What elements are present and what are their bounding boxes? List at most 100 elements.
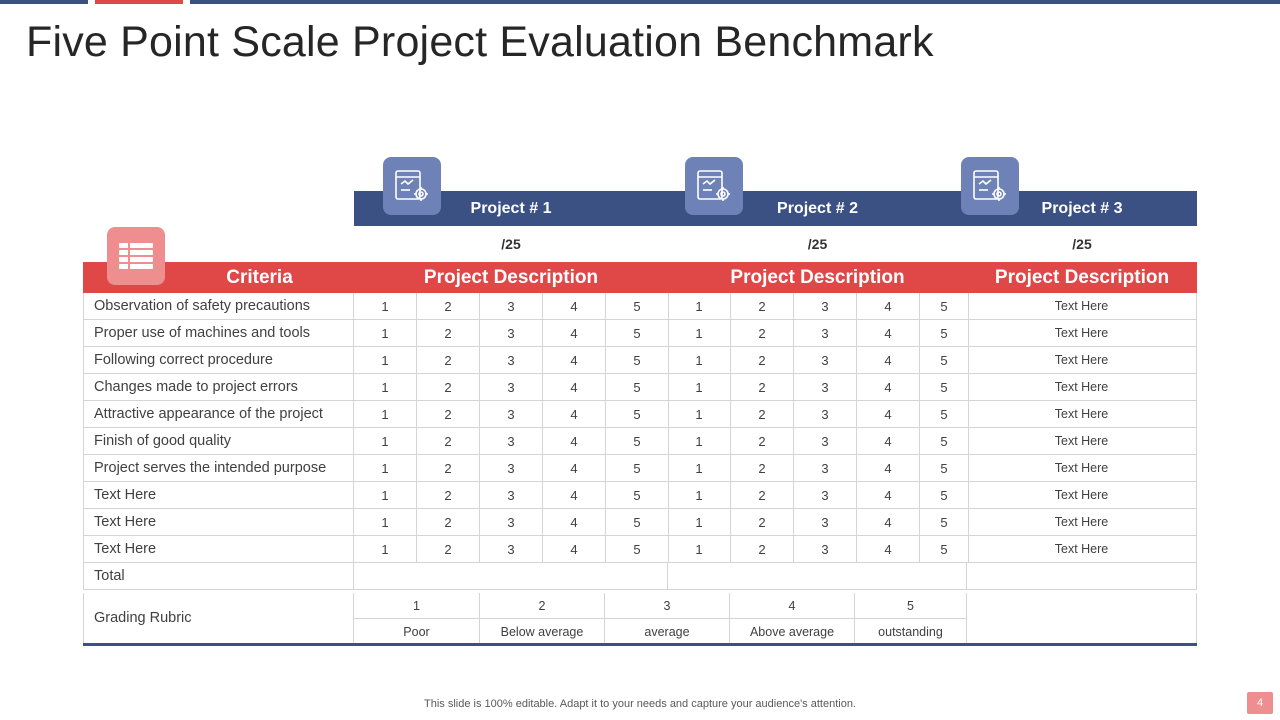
project-2-score-cell: 3: [794, 293, 857, 320]
project-1-score-cell: 4: [543, 320, 606, 347]
project-2-score-cell: 1: [668, 536, 731, 563]
page-number: 4: [1247, 692, 1273, 714]
project-2-score-cell: 4: [857, 374, 920, 401]
project-2-score-cell: 4: [857, 455, 920, 482]
criteria-cell: Text Here: [83, 509, 354, 536]
table-row: Text Here 1 2 3 4 5 1 2 3 4 5 Text Here: [83, 509, 1197, 536]
website-settings-icon: [961, 157, 1019, 215]
criteria-cell: Changes made to project errors: [83, 374, 354, 401]
project-1-score-cell: 4: [543, 401, 606, 428]
criteria-cell: Project serves the intended purpose: [83, 455, 354, 482]
project-1-score-cell: 3: [480, 401, 543, 428]
project-2-score-cell: 3: [794, 536, 857, 563]
table-header-bar: [83, 262, 1197, 293]
table-row: Attractive appearance of the project 1 2 3 4…: [83, 401, 1197, 428]
project-2-score-cell: 4: [857, 428, 920, 455]
project-1-score-cell: 4: [543, 293, 606, 320]
project-3-text-cell: Text Here: [967, 428, 1197, 455]
top-accent-bar-red: [95, 0, 183, 4]
project-1-score-cell: 4: [543, 455, 606, 482]
rubric-score: 1: [354, 593, 480, 619]
total-row: Total: [83, 563, 1197, 590]
project-3-text-cell: Text Here: [967, 320, 1197, 347]
project-3-text-cell: Text Here: [967, 374, 1197, 401]
project-1-score-cell: 5: [606, 401, 669, 428]
project-2-score-cell: 1: [668, 320, 731, 347]
project-2-score-cell: 1: [668, 455, 731, 482]
rubric-label: Above average: [730, 619, 855, 645]
criteria-cell: Proper use of machines and tools: [83, 320, 354, 347]
project-2-score: /25: [807, 236, 828, 252]
project-2-header: Project # 2: [777, 200, 858, 217]
project-2-score-cell: 1: [668, 509, 731, 536]
project-1-score-cell: 4: [543, 374, 606, 401]
criteria-header: Criteria: [226, 267, 293, 288]
project-2-score-cell: 1: [668, 293, 731, 320]
project-2-score-cell: 2: [731, 482, 794, 509]
project-2-score-cell: 3: [794, 347, 857, 374]
table-row: Text Here 1 2 3 4 5 1 2 3 4 5 Text Here: [83, 536, 1197, 563]
project-1-score-cell: 1: [354, 482, 417, 509]
project-2-score-cell: 2: [731, 293, 794, 320]
project-2-score-cell: 1: [668, 428, 731, 455]
project-1-score-cell: 5: [606, 536, 669, 563]
project-2-score-cell: 1: [668, 347, 731, 374]
table-row: Changes made to project errors 1 2 3 4 5 1 2 3 4 5…: [83, 374, 1197, 401]
project-2-score-cell: 3: [794, 428, 857, 455]
project-2-score-cell: 2: [731, 509, 794, 536]
project-2-score-cell: 1: [668, 482, 731, 509]
project-1-score-cell: 3: [480, 536, 543, 563]
table-bottom-line: [83, 643, 1197, 646]
grading-rubric-label: Grading Rubric: [83, 593, 354, 644]
project-3-header: Project # 3: [1041, 200, 1123, 217]
rubric-label: Poor: [354, 619, 480, 645]
total-label: Total: [83, 563, 354, 590]
project-2-score-cell: 5: [920, 347, 969, 374]
project-1-score-cell: 2: [417, 320, 480, 347]
project-1-score-cell: 1: [354, 320, 417, 347]
criteria-cell: Text Here: [83, 482, 354, 509]
project-2-score-cell: 5: [920, 455, 969, 482]
rubric-score: 5: [855, 593, 967, 619]
footer-note: This slide is 100% editable. Adapt it to…: [424, 698, 856, 710]
project-1-score-cell: 5: [606, 293, 669, 320]
project-2-score-cell: 3: [794, 374, 857, 401]
project-1-score-cell: 5: [606, 509, 669, 536]
project-2-score-cell: 5: [920, 320, 969, 347]
project-2-score-cell: 5: [920, 401, 969, 428]
project-2-score-cell: 2: [731, 428, 794, 455]
project-1-score-cell: 5: [606, 320, 669, 347]
project-1-score-cell: 1: [354, 428, 417, 455]
project-1-score-cell: 3: [480, 428, 543, 455]
project-2-score-cell: 5: [920, 293, 969, 320]
project-2-score-cell: 4: [857, 509, 920, 536]
criteria-cell: Text Here: [83, 536, 354, 563]
project-2-score-cell: 2: [731, 347, 794, 374]
project-3-description-header: Project Description: [994, 267, 1170, 288]
rubric-label: average: [605, 619, 730, 645]
rubric-empty-cell: [967, 593, 1197, 644]
website-settings-icon: [383, 157, 441, 215]
rubric-score: 4: [730, 593, 855, 619]
project-2-score-cell: 2: [731, 374, 794, 401]
project-1-score-cell: 5: [606, 455, 669, 482]
project-2-score-cell: 2: [731, 401, 794, 428]
project-1-score-cell: 3: [480, 455, 543, 482]
project-1-score-cell: 2: [417, 374, 480, 401]
project-2-score-cell: 2: [731, 455, 794, 482]
project-2-score-cell: 4: [857, 536, 920, 563]
project-1-score-cell: 1: [354, 374, 417, 401]
project-2-score-cell: 4: [857, 482, 920, 509]
table-row: Proper use of machines and tools 1 2 3 4 5 1 2 3…: [83, 320, 1197, 347]
table-row: Finish of good quality 1 2 3 4 5 1 2 3 4 5 Text Her…: [83, 428, 1197, 455]
project-1-description-header: Project Description: [423, 267, 599, 288]
criteria-cell: Finish of good quality: [83, 428, 354, 455]
project-2-score-cell: 2: [731, 320, 794, 347]
project-1-score-cell: 2: [417, 347, 480, 374]
project-1-header: Project # 1: [470, 200, 552, 217]
project-2-score-cell: 4: [857, 347, 920, 374]
project-1-score-cell: 4: [543, 509, 606, 536]
project-1-total-cell: [354, 563, 668, 590]
slide-title: Five Point Scale Project Evaluation Benc…: [26, 18, 934, 66]
project-1-score-cell: 1: [354, 293, 417, 320]
